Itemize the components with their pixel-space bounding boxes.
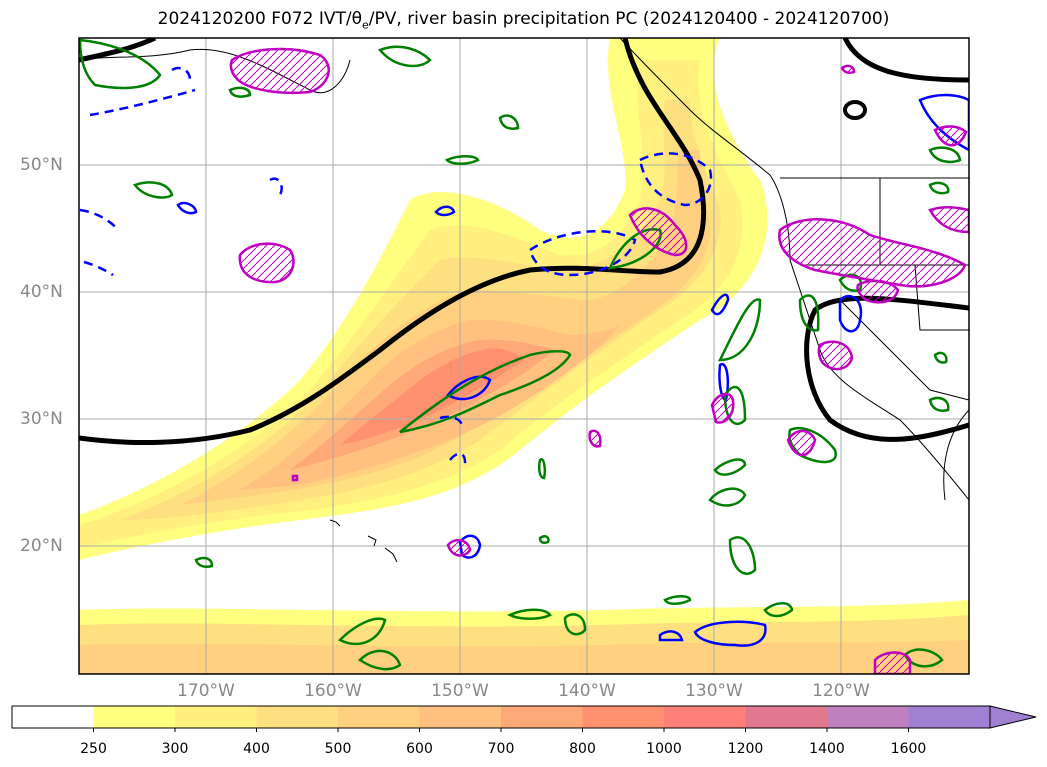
lat-label-30: 30°N xyxy=(20,409,63,429)
coastlines xyxy=(79,38,969,563)
colorbar-segment xyxy=(12,706,94,728)
lon-label-130w: 130°W xyxy=(685,681,743,701)
colorbar-tick-label: 500 xyxy=(324,741,352,757)
ivt-fill xyxy=(79,38,969,674)
colorbar-tick-label: 1400 xyxy=(809,741,845,757)
colorbar-segment xyxy=(582,706,665,728)
colorbar-tick-label: 800 xyxy=(569,741,596,757)
colorbar-segment xyxy=(501,706,583,728)
colorbar-segment xyxy=(745,706,828,728)
gridlines xyxy=(79,38,969,674)
colorbar-tick-label: 1600 xyxy=(890,741,927,757)
precip-pc-green-contours xyxy=(79,38,962,671)
colorbar-tick-label: 600 xyxy=(406,741,433,757)
lon-label-140w: 140°W xyxy=(558,681,616,701)
colorbar-tick-label: 700 xyxy=(487,741,515,757)
colorbar xyxy=(11,705,1037,732)
colorbar-segment xyxy=(664,706,746,728)
lat-label-40: 40°N xyxy=(20,282,63,302)
colorbar-segment xyxy=(256,706,339,728)
map-area xyxy=(79,38,969,674)
lat-label-50: 50°N xyxy=(20,155,63,175)
lat-label-20: 20°N xyxy=(20,536,63,556)
lon-label-120w: 120°W xyxy=(812,681,870,701)
colorbar-tick-label: 250 xyxy=(80,741,107,757)
colorbar-segment xyxy=(93,706,176,728)
map-title: 2024120200 F072 IVT/θe/PV, river basin p… xyxy=(157,9,890,32)
colorbar-tick-label: 300 xyxy=(161,741,189,757)
colorbar-segment xyxy=(338,706,420,728)
map-frame xyxy=(78,37,970,675)
lon-label-150w: 150°W xyxy=(431,681,489,701)
lon-label-170w: 170°W xyxy=(177,681,235,701)
colorbar-tick-label: 1000 xyxy=(646,741,682,757)
colorbar-segment xyxy=(908,706,991,728)
colorbar-segment xyxy=(827,706,909,728)
colorbar-extend-arrow xyxy=(989,705,1037,729)
colorbar-tick-label: 1200 xyxy=(727,741,764,757)
colorbar-tick-label: 400 xyxy=(243,741,270,757)
pv-contours xyxy=(79,66,969,647)
precip-pc-magenta-contours xyxy=(229,47,969,674)
colorbar-segment xyxy=(175,706,257,728)
colorbar-segment xyxy=(419,706,502,728)
lon-label-160w: 160°W xyxy=(304,681,362,701)
